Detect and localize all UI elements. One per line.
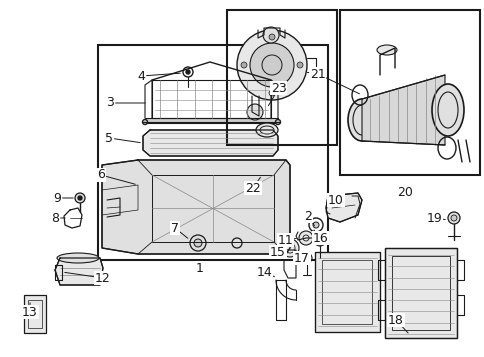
Bar: [314, 252, 379, 332]
Polygon shape: [361, 75, 444, 145]
Text: 17: 17: [293, 251, 309, 265]
Ellipse shape: [431, 84, 463, 136]
Circle shape: [261, 55, 281, 75]
Circle shape: [447, 212, 459, 224]
Polygon shape: [55, 258, 103, 285]
Polygon shape: [145, 118, 277, 123]
Text: 8: 8: [51, 211, 59, 225]
Circle shape: [241, 62, 246, 68]
Polygon shape: [102, 160, 289, 254]
Text: 23: 23: [271, 81, 286, 95]
Text: 10: 10: [327, 193, 343, 206]
Ellipse shape: [348, 99, 375, 141]
Text: 18: 18: [387, 313, 403, 327]
Circle shape: [275, 120, 280, 125]
Circle shape: [269, 34, 274, 40]
Ellipse shape: [57, 253, 99, 263]
Circle shape: [280, 239, 298, 257]
Circle shape: [194, 239, 201, 247]
Polygon shape: [143, 130, 277, 156]
Circle shape: [249, 43, 293, 87]
Circle shape: [78, 196, 82, 200]
Bar: [28, 300, 42, 328]
Text: 16: 16: [313, 231, 328, 245]
Polygon shape: [325, 193, 361, 222]
Circle shape: [246, 104, 262, 120]
Circle shape: [302, 253, 311, 263]
Text: 13: 13: [22, 306, 38, 318]
Text: 7: 7: [171, 221, 179, 235]
Text: 21: 21: [309, 67, 325, 80]
Ellipse shape: [376, 45, 396, 55]
Text: 15: 15: [270, 246, 286, 258]
Circle shape: [142, 120, 147, 125]
Circle shape: [312, 222, 318, 228]
Text: 14: 14: [257, 266, 272, 278]
Bar: [98, 45, 327, 260]
Bar: [227, 10, 336, 145]
Bar: [384, 248, 456, 338]
Bar: [24, 295, 46, 333]
Text: 6: 6: [97, 169, 105, 181]
Bar: [321, 260, 371, 324]
Text: 9: 9: [53, 191, 61, 205]
Circle shape: [313, 234, 325, 246]
Polygon shape: [384, 248, 456, 338]
Text: 11: 11: [277, 233, 293, 246]
Bar: [339, 10, 479, 175]
Circle shape: [296, 62, 302, 68]
Text: 20: 20: [396, 186, 412, 198]
Text: 3: 3: [106, 96, 114, 110]
Circle shape: [262, 27, 278, 43]
Circle shape: [75, 193, 85, 203]
Text: 22: 22: [244, 181, 260, 195]
Circle shape: [186, 70, 190, 74]
Circle shape: [237, 30, 306, 100]
Circle shape: [298, 231, 312, 245]
Text: 19: 19: [426, 211, 442, 225]
Text: 1: 1: [196, 261, 203, 275]
Text: 12: 12: [95, 272, 111, 285]
Text: 2: 2: [303, 210, 311, 222]
Circle shape: [269, 90, 274, 96]
Circle shape: [450, 215, 456, 221]
Bar: [391, 256, 449, 330]
Ellipse shape: [256, 123, 277, 137]
Polygon shape: [314, 252, 379, 332]
Text: 4: 4: [137, 70, 145, 82]
Text: 5: 5: [105, 131, 113, 145]
